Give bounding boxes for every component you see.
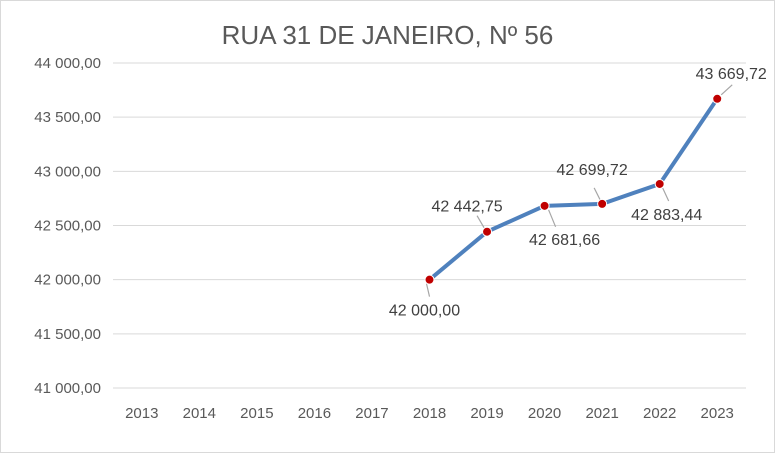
x-tick-label: 2015	[240, 405, 273, 422]
data-label: 42 442,75	[431, 199, 502, 216]
x-tick-label: 2017	[355, 405, 388, 422]
chart-title: RUA 31 DE JANEIRO, Nº 56	[221, 20, 554, 50]
x-tick-label: 2020	[528, 405, 561, 422]
data-labels: 42 000,00 42 442,75 42 681,66 42 699,72 42 8…	[389, 66, 767, 320]
y-tick-label: 44 000,00	[34, 55, 101, 72]
x-tick-label: 2014	[183, 405, 216, 422]
markers	[424, 93, 723, 285]
y-tick-label: 43 500,00	[34, 109, 101, 126]
axes: 41 000,00 41 500,00 42 000,00 42 500,00 43 0…	[34, 55, 746, 422]
data-label: 42 681,66	[529, 232, 600, 249]
leader-line	[662, 187, 670, 202]
leader-line	[425, 283, 431, 297]
leader-line	[548, 209, 557, 228]
leader-lines	[425, 84, 733, 297]
x-tick-label: 2019	[470, 405, 503, 422]
data-point-marker	[424, 274, 435, 285]
x-tick-label: 2023	[701, 405, 734, 422]
x-tick-label: 2013	[125, 405, 158, 422]
leader-line	[476, 215, 485, 229]
data-label: 43 669,72	[696, 66, 767, 83]
data-label: 42 000,00	[389, 303, 460, 320]
data-point-marker	[712, 93, 723, 104]
y-tick-label: 43 000,00	[34, 163, 101, 180]
data-label: 42 883,44	[631, 207, 702, 224]
y-tick-label: 41 000,00	[34, 380, 101, 397]
leader-line	[593, 187, 601, 201]
data-point-marker	[597, 198, 608, 209]
x-tick-label: 2022	[643, 405, 676, 422]
data-point-marker	[482, 226, 493, 237]
series-line	[427, 96, 720, 282]
data-label: 42 699,72	[557, 162, 628, 179]
gridlines	[113, 62, 746, 335]
x-tick-label: 2021	[585, 405, 618, 422]
y-tick-label: 41 500,00	[34, 326, 101, 343]
data-point-marker	[539, 200, 550, 211]
x-tick-label: 2016	[298, 405, 331, 422]
series-layer	[427, 96, 720, 282]
data-point-marker	[654, 178, 665, 189]
leader-line	[720, 84, 733, 96]
y-tick-label: 42 000,00	[34, 272, 101, 289]
y-tick-label: 42 500,00	[34, 218, 101, 235]
x-tick-label: 2018	[413, 405, 446, 422]
